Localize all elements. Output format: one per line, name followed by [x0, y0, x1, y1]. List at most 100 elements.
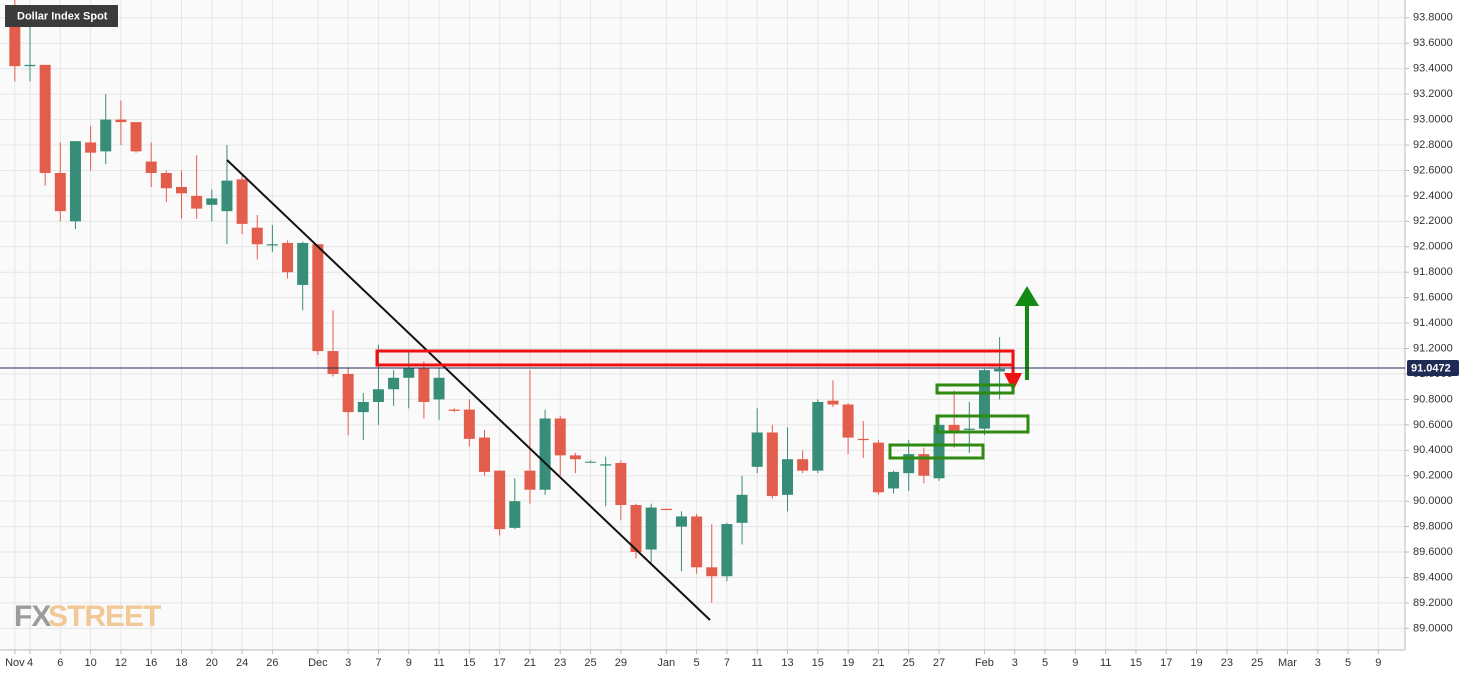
y-tick-label: 90.4000 [1413, 444, 1453, 456]
x-tick-label: 15 [812, 657, 824, 669]
candle-body [948, 424, 960, 432]
x-tick-label: Dec [308, 657, 328, 669]
candle-body [660, 508, 672, 511]
x-tick-label: 15 [463, 657, 475, 669]
support-box [935, 383, 1015, 395]
y-tick-label: 93.0000 [1413, 113, 1453, 125]
y-tick-label: 90.6000 [1413, 419, 1453, 431]
x-tick-label: 11 [1100, 657, 1111, 669]
y-tick-label: 93.8000 [1413, 12, 1453, 24]
candle-body [115, 119, 127, 123]
last-price-box [1407, 359, 1459, 376]
candle-body [645, 507, 657, 550]
x-tick-label: 15 [1130, 657, 1142, 669]
x-tick-label: Jan [657, 657, 675, 669]
candle-body [751, 432, 763, 467]
candle-body [554, 418, 566, 456]
x-tick-label: 25 [584, 657, 596, 669]
x-tick-label: 5 [694, 657, 700, 669]
x-tick-label: 24 [236, 657, 248, 669]
y-tick-label: 92.2000 [1413, 215, 1453, 227]
x-tick-label: 7 [375, 657, 381, 669]
candle-body [9, 5, 21, 67]
candle-body [388, 377, 400, 390]
candle-body [39, 64, 51, 173]
x-tick-label: 25 [1251, 657, 1263, 669]
y-tick-label: 93.4000 [1413, 63, 1453, 75]
x-tick-label: Nov [5, 657, 25, 669]
x-tick-label: 9 [406, 657, 412, 669]
candle-body [539, 418, 551, 490]
x-tick-label: Mar [1278, 657, 1297, 669]
candle-body [463, 409, 475, 439]
candle-body [85, 142, 97, 153]
watermark-street: STREET [48, 600, 161, 633]
candle-body [933, 424, 945, 479]
x-tick-label: 5 [1042, 657, 1048, 669]
x-tick-label: 11 [433, 657, 444, 669]
x-tick-label: 26 [266, 657, 278, 669]
y-tick-label: 89.2000 [1413, 597, 1453, 609]
y-tick-label: 92.4000 [1413, 190, 1453, 202]
trend-line [226, 159, 711, 621]
x-tick-label: 3 [1012, 657, 1018, 669]
y-tick-label: 91.6000 [1413, 292, 1453, 304]
y-tick-label: 89.4000 [1413, 571, 1453, 583]
candle-body [963, 428, 975, 430]
y-tick-label: 92.0000 [1413, 241, 1453, 253]
candle-body [266, 244, 278, 246]
plot-background [0, 0, 1405, 650]
candle-body [24, 64, 36, 67]
watermark-fx: FX [14, 600, 51, 633]
x-tick-label: 9 [1375, 657, 1381, 669]
candle-body [706, 567, 718, 577]
candle-body [524, 470, 536, 490]
x-tick-label: 17 [494, 657, 506, 669]
y-tick-label: 93.6000 [1413, 37, 1453, 49]
candle-body [433, 377, 445, 400]
x-tick-label: 19 [842, 657, 854, 669]
y-tick-label: 89.0000 [1413, 622, 1453, 634]
y-tick-label: 90.0000 [1413, 495, 1453, 507]
candle-body [403, 367, 415, 378]
candle-body [418, 367, 430, 402]
candle-body [918, 454, 930, 476]
x-tick-label: 17 [1160, 657, 1172, 669]
candle-body [888, 471, 900, 489]
candle-body [494, 470, 506, 530]
candle-body [569, 455, 581, 460]
x-tick-label: 7 [724, 657, 730, 669]
candle-body [827, 400, 839, 405]
x-tick-label: 29 [615, 657, 627, 669]
candle-body [236, 179, 248, 224]
candle-body [282, 242, 294, 273]
x-tick-label: 21 [524, 657, 536, 669]
candle-body [812, 401, 824, 471]
candle-body [327, 351, 339, 374]
y-tick-label: 92.6000 [1413, 164, 1453, 176]
y-tick-label: 90.8000 [1413, 393, 1453, 405]
support-box [935, 414, 1030, 434]
candle-body [130, 122, 142, 152]
x-tick-label: 21 [872, 657, 884, 669]
candle-body [176, 186, 187, 194]
support-box [888, 443, 985, 460]
annotations [226, 159, 1039, 621]
y-tick-label: 92.8000 [1413, 139, 1453, 151]
candle-body [191, 195, 203, 209]
candle-body [615, 463, 627, 505]
title-background [5, 5, 118, 27]
x-tick-label: 18 [175, 657, 187, 669]
candle-body [69, 141, 81, 222]
candle-body [206, 198, 218, 205]
x-tick-label: 4 [27, 657, 33, 669]
candle-body [585, 461, 597, 463]
title-box: Dollar Index Spot [5, 5, 118, 27]
y-tick-label: 93.2000 [1413, 88, 1453, 100]
candle-body [994, 368, 1006, 372]
x-tick-label: 6 [57, 657, 63, 669]
candle-body [448, 409, 460, 411]
watermark: FX STREET [14, 600, 162, 633]
x-tick-label: 23 [1221, 657, 1233, 669]
